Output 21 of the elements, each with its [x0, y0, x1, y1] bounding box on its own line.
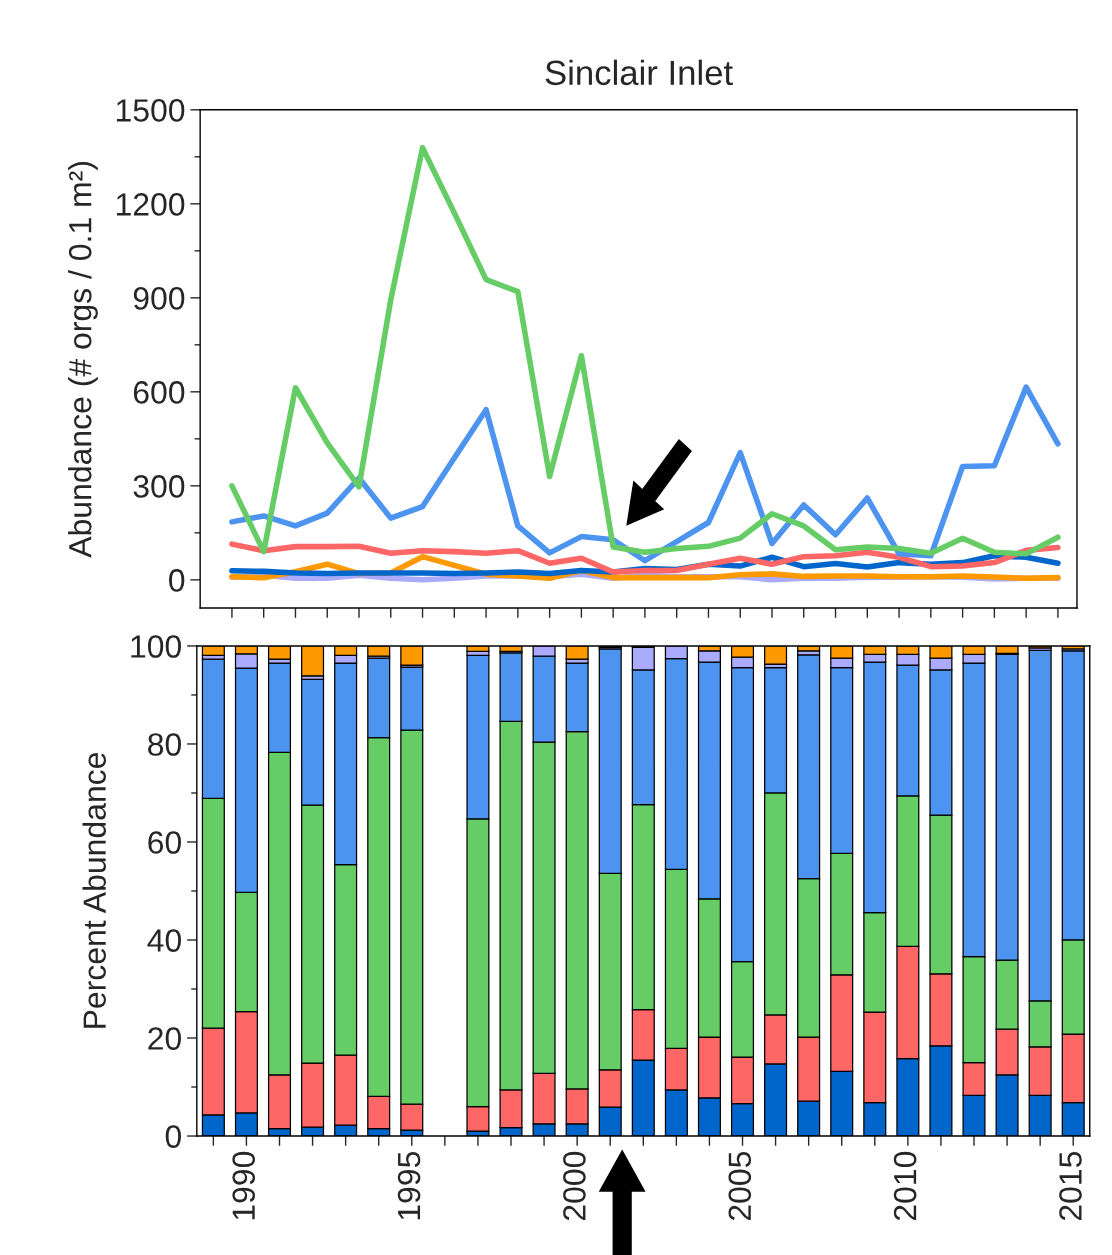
y-tick-label: 80 — [148, 733, 181, 756]
x-tick-label: 1995 — [397, 1151, 421, 1220]
y-axis-title: Abundance (# orgs / 0.1 m²) — [68, 162, 98, 558]
x-tick-label: 2015 — [1059, 1151, 1082, 1221]
y-tick-label: 40 — [147, 929, 181, 952]
y-tick-label: 300 — [133, 475, 185, 498]
y-tick-label: 600 — [133, 381, 185, 404]
y-tick-label: 1200 — [116, 193, 185, 216]
y-tick-label: 900 — [133, 287, 185, 310]
y-tick-label: 1500 — [116, 99, 185, 122]
x-tick-label: 2000 — [563, 1151, 586, 1221]
y-tick-label: 60 — [148, 831, 181, 854]
y-axis-title: Percent Abundance — [82, 752, 106, 1028]
chart-title: Sinclair Inlet — [545, 59, 733, 86]
y-tick-label: 20 — [148, 1027, 181, 1050]
x-tick-label: 2010 — [893, 1151, 917, 1221]
y-tick-label: 0 — [165, 1125, 181, 1148]
x-tick-label: 1990 — [232, 1151, 256, 1220]
y-tick-label: 100 — [131, 635, 181, 658]
y-tick-label: 0 — [169, 569, 185, 592]
x-tick-label: 2005 — [728, 1151, 752, 1221]
